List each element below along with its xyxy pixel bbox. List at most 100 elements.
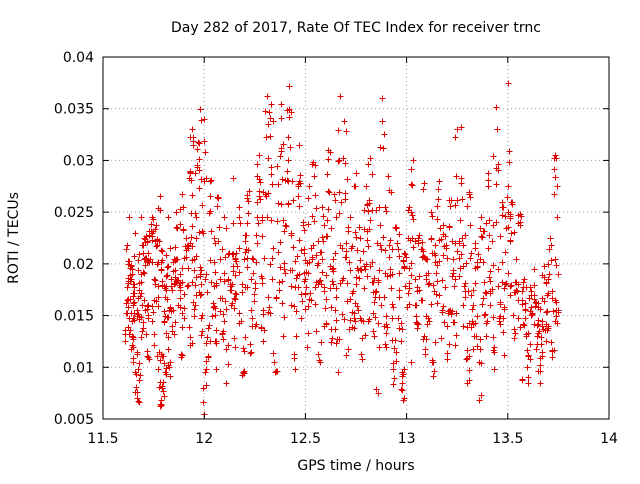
data-point bbox=[141, 235, 148, 242]
data-point bbox=[551, 191, 558, 198]
data-point bbox=[215, 238, 222, 245]
data-point bbox=[236, 310, 243, 317]
data-point bbox=[396, 231, 403, 238]
data-point bbox=[193, 274, 200, 281]
data-point bbox=[482, 289, 489, 296]
data-point bbox=[177, 221, 184, 228]
data-point bbox=[293, 308, 300, 315]
data-point bbox=[161, 308, 168, 315]
data-point bbox=[131, 284, 138, 291]
y-tick-label: 0.03 bbox=[63, 153, 94, 169]
data-point bbox=[504, 194, 511, 201]
data-point bbox=[225, 342, 232, 349]
data-point bbox=[541, 263, 548, 270]
data-point bbox=[192, 170, 199, 177]
data-point bbox=[189, 340, 196, 347]
data-point bbox=[343, 128, 350, 135]
data-point bbox=[389, 301, 396, 308]
data-point bbox=[511, 335, 518, 342]
data-point bbox=[209, 313, 216, 320]
data-point bbox=[181, 305, 188, 312]
data-point bbox=[149, 303, 156, 310]
data-point bbox=[299, 298, 306, 305]
data-point bbox=[196, 156, 203, 163]
data-point bbox=[140, 325, 147, 332]
data-point bbox=[306, 183, 313, 190]
data-point bbox=[451, 319, 458, 326]
data-point bbox=[275, 181, 282, 188]
data-point bbox=[138, 214, 145, 221]
data-point bbox=[347, 296, 354, 303]
data-point bbox=[274, 163, 281, 170]
data-point bbox=[314, 262, 321, 269]
data-point bbox=[189, 257, 196, 264]
data-point bbox=[477, 256, 484, 263]
data-point bbox=[313, 328, 320, 335]
data-point bbox=[278, 145, 285, 152]
data-point bbox=[208, 279, 215, 286]
data-point bbox=[296, 237, 303, 244]
y-tick-label: 0.01 bbox=[63, 360, 94, 376]
data-point bbox=[131, 317, 138, 324]
data-point bbox=[343, 248, 350, 255]
data-point bbox=[269, 276, 276, 283]
y-tick-label: 0.02 bbox=[63, 257, 94, 273]
data-point bbox=[127, 278, 134, 285]
data-point bbox=[134, 395, 141, 402]
data-point bbox=[244, 220, 251, 227]
data-point bbox=[250, 256, 257, 263]
data-point bbox=[354, 247, 361, 254]
data-point bbox=[480, 259, 487, 266]
data-point bbox=[221, 270, 228, 277]
data-point bbox=[467, 222, 474, 229]
scatter-points bbox=[122, 80, 562, 418]
data-point bbox=[149, 318, 156, 325]
data-point bbox=[135, 257, 142, 264]
data-point bbox=[544, 327, 551, 334]
data-point bbox=[370, 328, 377, 335]
data-point bbox=[518, 213, 525, 220]
data-point bbox=[493, 219, 500, 226]
data-point bbox=[230, 263, 237, 270]
data-point bbox=[428, 236, 435, 243]
data-point bbox=[460, 302, 467, 309]
data-point bbox=[358, 351, 365, 358]
data-point bbox=[481, 279, 488, 286]
data-point bbox=[232, 272, 239, 279]
data-point bbox=[201, 116, 208, 123]
data-point bbox=[265, 155, 272, 162]
data-point bbox=[380, 145, 387, 152]
data-point bbox=[318, 339, 325, 346]
data-point bbox=[356, 275, 363, 282]
data-point bbox=[262, 108, 269, 115]
data-point bbox=[129, 271, 136, 278]
data-point bbox=[431, 368, 438, 375]
data-point bbox=[375, 320, 382, 327]
data-point bbox=[305, 270, 312, 277]
data-point bbox=[449, 273, 456, 280]
data-point bbox=[179, 310, 186, 317]
data-point bbox=[456, 238, 463, 245]
data-point bbox=[426, 280, 433, 287]
data-point bbox=[382, 341, 389, 348]
data-point bbox=[510, 312, 517, 319]
data-point bbox=[403, 254, 410, 261]
data-point bbox=[548, 242, 555, 249]
data-point bbox=[367, 263, 374, 270]
data-point bbox=[130, 355, 137, 362]
data-point bbox=[204, 334, 211, 341]
data-point bbox=[531, 282, 538, 289]
data-point bbox=[386, 242, 393, 249]
data-point bbox=[173, 224, 180, 231]
data-point bbox=[462, 294, 469, 301]
data-point bbox=[296, 203, 303, 210]
data-point bbox=[290, 197, 297, 204]
data-point bbox=[188, 234, 195, 241]
data-point bbox=[450, 256, 457, 263]
data-point bbox=[515, 315, 522, 322]
data-point bbox=[353, 281, 360, 288]
data-point bbox=[191, 306, 198, 313]
data-point bbox=[160, 379, 167, 386]
data-point bbox=[392, 337, 399, 344]
